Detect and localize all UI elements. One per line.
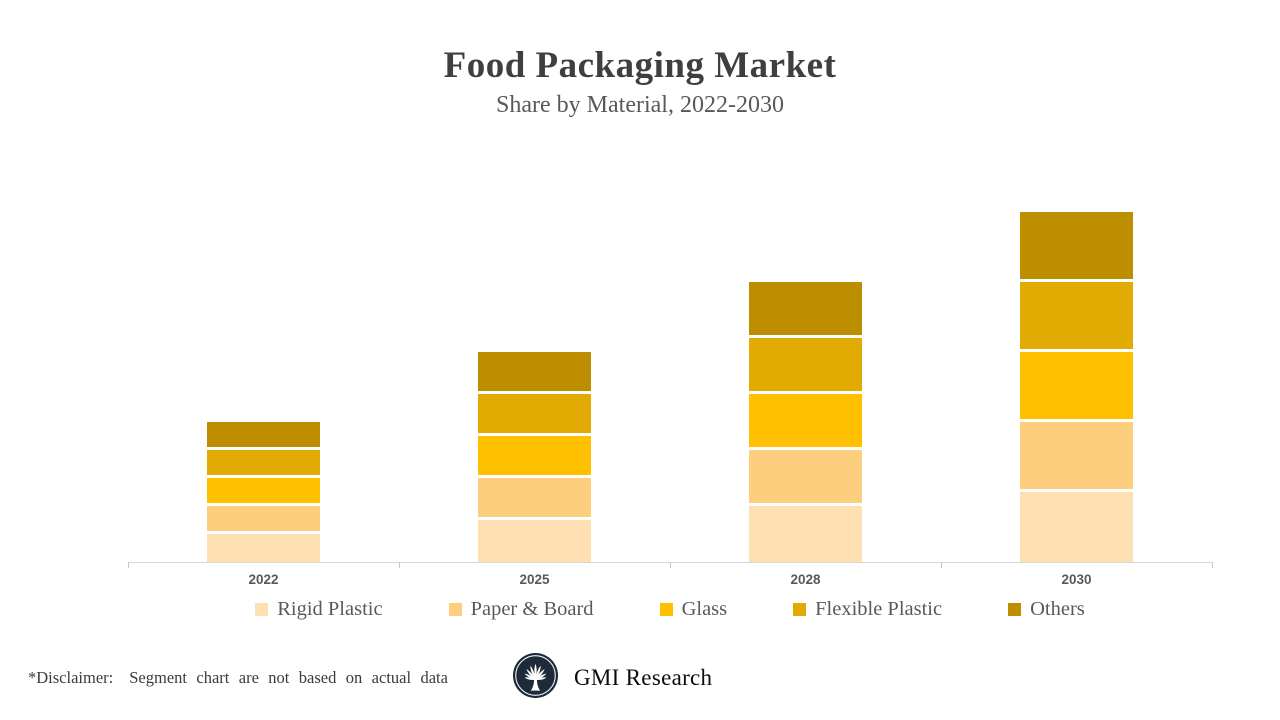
x-axis-tick	[941, 562, 942, 568]
brand-name: GMI Research	[574, 664, 713, 690]
x-axis-tick	[1212, 562, 1213, 568]
chart-title: Food Packaging Market	[443, 45, 837, 86]
legend-item-paper-board: Paper & Board	[448, 598, 594, 621]
legend-swatch-others	[1008, 603, 1022, 616]
legend-swatch-glass	[659, 603, 673, 616]
disclaimer: *Disclaimer: Segment chart are not based …	[28, 668, 448, 688]
x-axis-label-2030: 2030	[1061, 572, 1092, 587]
segment-flexible-plastic-2030	[1020, 282, 1133, 352]
legend-swatch-rigid-plastic	[255, 603, 269, 616]
x-axis-tick	[399, 562, 400, 568]
legend-label-glass: Glass	[681, 598, 728, 620]
segment-rigid-plastic-2025	[478, 520, 591, 562]
legend-label-others: Others	[1030, 598, 1085, 620]
x-axis-label-2022: 2022	[248, 572, 279, 587]
legend-label-flexible-plastic: Flexible Plastic	[815, 598, 943, 620]
x-axis-label-2028: 2028	[790, 572, 821, 587]
segment-rigid-plastic-2028	[749, 506, 862, 562]
x-axis-tick	[128, 562, 129, 568]
segment-glass-2030	[1020, 352, 1133, 422]
disclaimer-text: Segment chart are not based on actual da…	[129, 668, 448, 687]
legend-label-paper-board: Paper & Board	[470, 598, 594, 620]
disclaimer-label: *Disclaimer:	[28, 668, 114, 687]
segment-paper-board-2028	[749, 450, 862, 506]
segment-paper-board-2030	[1020, 422, 1133, 492]
legend-item-flexible-plastic: Flexible Plastic	[793, 598, 942, 621]
segment-flexible-plastic-2028	[749, 338, 862, 394]
segment-glass-2025	[478, 436, 591, 478]
segment-rigid-plastic-2030	[1020, 492, 1133, 562]
x-axis-tick	[670, 562, 671, 568]
x-axis-label-2025: 2025	[519, 572, 550, 587]
legend-item-glass: Glass	[659, 598, 728, 621]
bar-2022	[207, 422, 320, 562]
legend-item-others: Others	[1008, 598, 1085, 621]
segment-glass-2028	[749, 394, 862, 450]
bar-2030	[1020, 212, 1133, 562]
chart-legend: Rigid Plastic Paper & Board Glass Flexible …	[128, 598, 1212, 621]
segment-others-2022	[207, 422, 320, 450]
segment-paper-board-2022	[207, 506, 320, 534]
legend-label-rigid-plastic: Rigid Plastic	[277, 598, 383, 620]
segment-flexible-plastic-2022	[207, 450, 320, 478]
segment-others-2028	[749, 282, 862, 338]
segment-glass-2022	[207, 478, 320, 506]
brand-block: GMI Research	[512, 652, 713, 704]
segment-rigid-plastic-2022	[207, 534, 320, 562]
bar-2025	[478, 352, 591, 562]
chart-subtitle: Share by Material, 2022-2030	[496, 92, 784, 118]
bar-2028	[749, 282, 862, 562]
segment-flexible-plastic-2025	[478, 394, 591, 436]
chart-plot-area	[128, 156, 1212, 562]
legend-swatch-paper-board	[448, 603, 462, 616]
segment-others-2025	[478, 352, 591, 394]
gmi-logo-icon	[512, 652, 559, 704]
legend-swatch-flexible-plastic	[793, 603, 807, 616]
legend-item-rigid-plastic: Rigid Plastic	[255, 598, 383, 621]
segment-others-2030	[1020, 212, 1133, 282]
segment-paper-board-2025	[478, 478, 591, 520]
